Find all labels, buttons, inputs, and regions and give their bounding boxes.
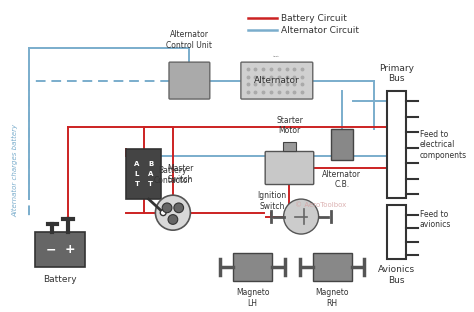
- Text: B: B: [148, 161, 153, 167]
- Bar: [387, 205, 406, 259]
- Circle shape: [283, 199, 319, 234]
- Text: T: T: [148, 181, 153, 187]
- Bar: [283, 142, 296, 152]
- Text: Battery: Battery: [44, 275, 77, 284]
- Bar: [331, 129, 353, 160]
- FancyBboxPatch shape: [265, 152, 314, 184]
- Text: Feed to
electrical
components: Feed to electrical components: [419, 130, 467, 160]
- Text: © AeroToolbox: © AeroToolbox: [295, 202, 346, 208]
- Text: Alternator: Alternator: [254, 76, 300, 85]
- Text: Alternator charges battery: Alternator charges battery: [12, 124, 18, 217]
- Bar: [313, 253, 352, 281]
- Bar: [387, 91, 406, 198]
- Bar: [233, 253, 272, 281]
- Circle shape: [160, 210, 166, 216]
- Text: Alternator
C.B.: Alternator C.B.: [322, 170, 361, 189]
- Text: Alternator
Control Unit: Alternator Control Unit: [166, 30, 212, 50]
- Text: Magneto
RH: Magneto RH: [315, 288, 349, 308]
- Bar: [126, 149, 161, 199]
- Text: Ignition
Switch: Ignition Switch: [257, 191, 286, 211]
- Text: Magneto
LH: Magneto LH: [236, 288, 269, 308]
- Text: A: A: [148, 171, 153, 177]
- Text: L: L: [135, 171, 139, 177]
- Text: Alternator: Alternator: [273, 56, 281, 57]
- Text: Alternator Circuit: Alternator Circuit: [281, 26, 359, 35]
- Text: −: −: [45, 243, 56, 256]
- Circle shape: [155, 195, 191, 230]
- Circle shape: [168, 215, 178, 224]
- Text: Battery
Contactor: Battery Contactor: [154, 166, 192, 186]
- Text: Primary
Bus: Primary Bus: [379, 64, 414, 84]
- Text: A: A: [134, 161, 140, 167]
- Text: +: +: [64, 243, 75, 256]
- Text: Starter
Motor: Starter Motor: [276, 115, 303, 135]
- Circle shape: [162, 203, 172, 213]
- Bar: [35, 232, 85, 267]
- FancyBboxPatch shape: [241, 62, 313, 99]
- Text: Feed to
avionics: Feed to avionics: [419, 210, 451, 229]
- Text: Master
Switch: Master Switch: [167, 164, 193, 183]
- Circle shape: [174, 203, 183, 213]
- Text: Battery Circuit: Battery Circuit: [281, 14, 346, 23]
- Text: T: T: [135, 181, 139, 187]
- FancyBboxPatch shape: [169, 62, 210, 99]
- Text: Avionics
Bus: Avionics Bus: [378, 265, 415, 285]
